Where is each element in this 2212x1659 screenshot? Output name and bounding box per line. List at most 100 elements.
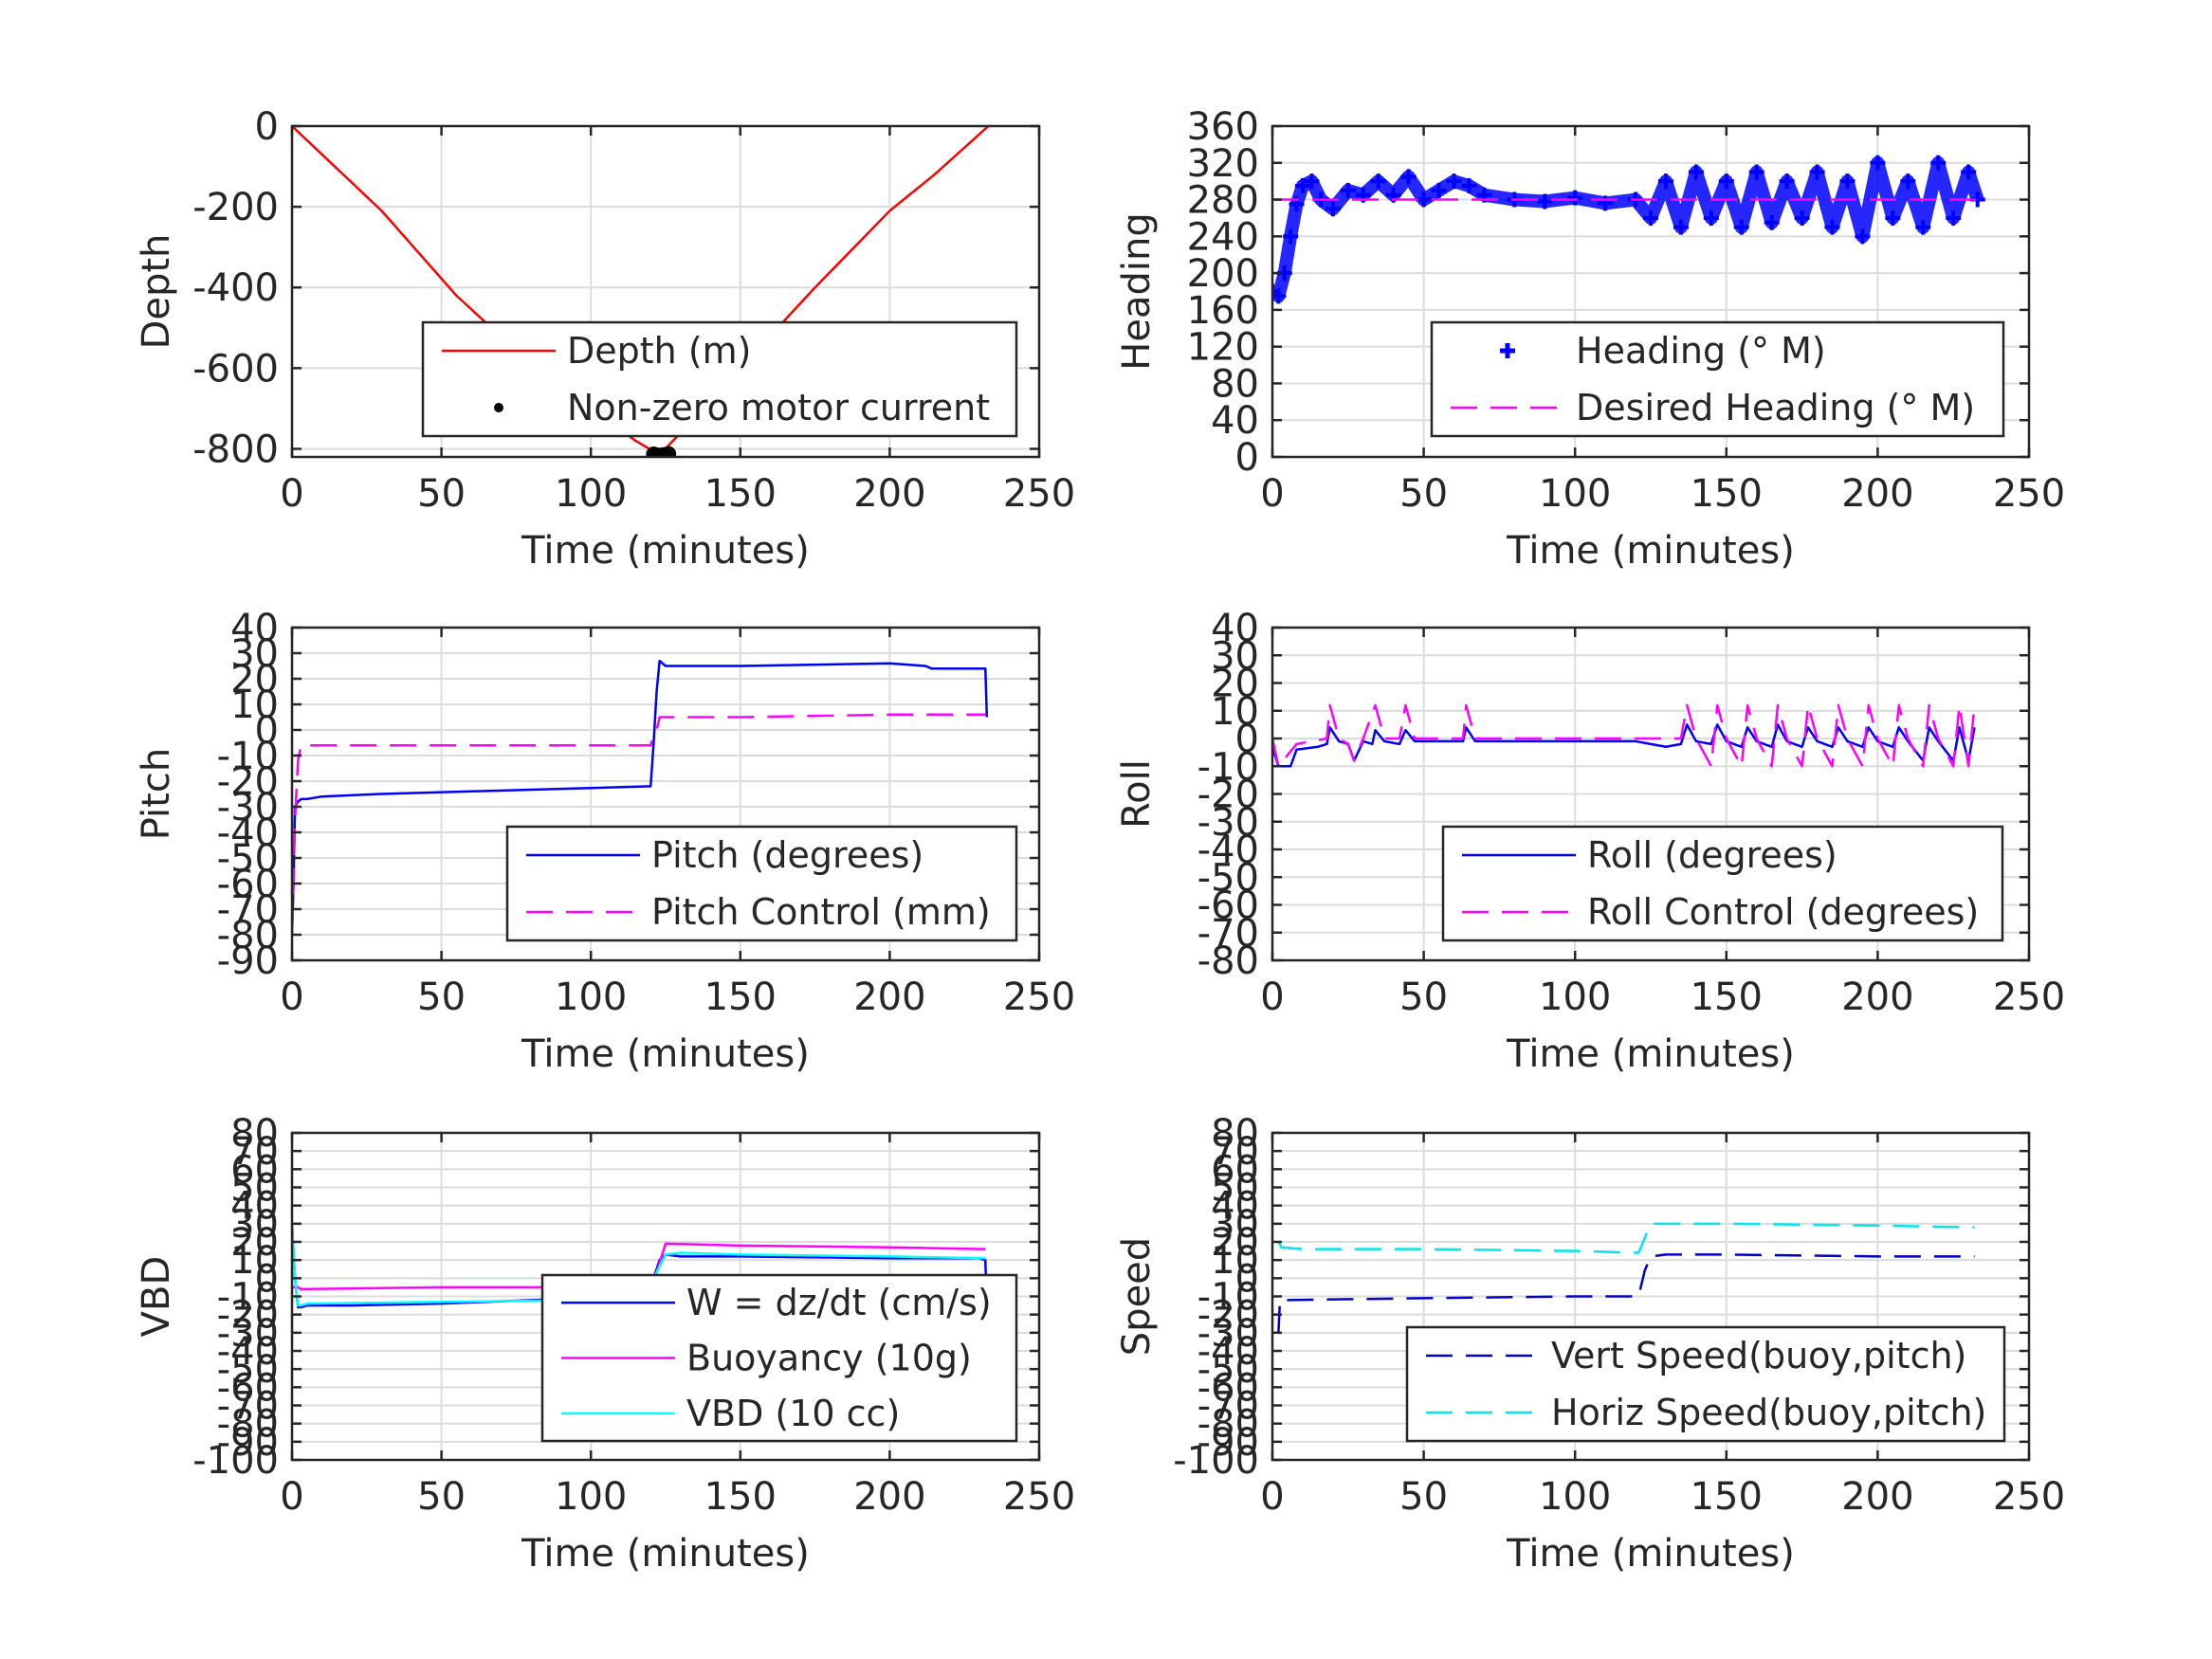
series-heading-m-point — [1431, 182, 1447, 198]
y-tick-label: 60 — [230, 1148, 279, 1192]
y-tick-label: 0 — [1235, 1257, 1259, 1301]
y-tick-label: 0 — [1235, 436, 1259, 480]
y-tick-label: -50 — [217, 1348, 279, 1392]
y-tick-label: -10 — [217, 735, 279, 778]
y-tick-label: -70 — [1197, 1385, 1259, 1429]
y-tick-label: 30 — [230, 632, 279, 676]
series-vert-speed-buoy-pitch-line — [1277, 1253, 1975, 1333]
series-horiz-speed-buoy-pitch-line — [1277, 1222, 1975, 1254]
y-tick-label: -90 — [217, 1421, 279, 1465]
y-tick-label: -800 — [192, 428, 279, 471]
panel-pitch: 0 50 100 150 200 250403020100-10-20-30-40-50-… — [135, 607, 1075, 1076]
series-heading-m-point — [1809, 164, 1825, 180]
legend-swatch — [1500, 343, 1515, 358]
x-tick-label: 150 — [1691, 975, 1763, 1019]
y-tick-label: 0 — [1235, 718, 1259, 761]
y-tick-label: -600 — [192, 347, 279, 391]
y-tick-label: 50 — [230, 1167, 279, 1211]
y-tick-label: 20 — [1211, 663, 1259, 706]
axes-box — [290, 124, 1041, 459]
y-tick-label: -100 — [1173, 1439, 1259, 1483]
y-tick-label: 200 — [1187, 252, 1259, 296]
series-roll-degrees-line — [1272, 723, 1976, 768]
series-heading-m-point — [1657, 173, 1673, 190]
legend-label: Pitch (degrees) — [651, 834, 923, 876]
y-tick-label: 40 — [1211, 399, 1259, 443]
legend-box — [1405, 1325, 2006, 1443]
y-axis-label: Roll — [1115, 759, 1159, 829]
series-heading-m-point — [1794, 210, 1810, 226]
series-heading-m-point — [1325, 201, 1341, 217]
axes-box — [290, 626, 1041, 962]
y-tick-label: -40 — [217, 811, 279, 855]
y-tick-label: 40 — [230, 607, 279, 650]
y-axis-label: Pitch — [135, 748, 178, 840]
y-tick-label: 20 — [230, 1221, 279, 1265]
y-tick-label: 0 — [255, 1257, 279, 1301]
data-layer — [292, 659, 989, 936]
legend-entry: Pitch Control (mm) — [526, 891, 991, 933]
x-tick-label: 100 — [555, 975, 627, 1019]
x-tick-label: 0 — [280, 975, 303, 1019]
series-heading-m-point — [1748, 164, 1764, 180]
legend: Heading (° M) Desired Heading (° M) — [1430, 320, 2005, 438]
y-tick-label: 40 — [1211, 1185, 1259, 1229]
data-layer — [1277, 1222, 1975, 1333]
y-tick-label: -30 — [1197, 1312, 1259, 1356]
legend-entry: Depth (m) — [442, 330, 752, 372]
y-axis-label: VBD — [135, 1256, 178, 1338]
y-tick-label: 40 — [1211, 607, 1259, 650]
x-tick-label: 200 — [853, 1475, 925, 1519]
x-axis-label: Time (minutes) — [521, 1532, 810, 1576]
y-tick-label: -20 — [1197, 1294, 1259, 1338]
series-heading-m-point — [1870, 155, 1886, 171]
x-tick-label: 50 — [1399, 975, 1448, 1019]
legend-label: Horiz Speed(buoy,pitch) — [1551, 1392, 1986, 1433]
y-tick-label: 320 — [1187, 142, 1259, 186]
x-tick-label: 50 — [1399, 1475, 1448, 1519]
y-axis-label: Depth — [135, 234, 178, 350]
data-layer — [292, 126, 990, 457]
y-tick-label: 30 — [230, 1203, 279, 1247]
x-tick-label: 100 — [555, 472, 627, 516]
legend-entry: W = dz/dt (cm/s) — [561, 1282, 992, 1323]
y-tick-label: -200 — [192, 186, 279, 229]
legend-label: Heading (° M) — [1576, 330, 1826, 372]
y-tick-label: 240 — [1187, 215, 1259, 259]
legend-label: VBD (10 cc) — [686, 1393, 900, 1434]
y-tick-label: 40 — [230, 1185, 279, 1229]
series-heading-m-point — [1567, 190, 1583, 206]
legend-entry: Heading (° M) — [1500, 330, 1826, 372]
y-tick-label: -30 — [217, 786, 279, 830]
data-layer — [1272, 703, 1976, 768]
series-heading-m-point — [1461, 178, 1477, 194]
x-tick-label: 150 — [1691, 1475, 1763, 1519]
series-heading-m-point — [1703, 210, 1719, 226]
legend-entry: Roll (degrees) — [1462, 834, 1837, 876]
series-heading-m-point — [1416, 191, 1432, 208]
x-tick-label: 250 — [1993, 472, 2065, 516]
y-tick-label: -40 — [1197, 829, 1259, 872]
y-tick-label: -80 — [1197, 939, 1259, 983]
legend-label: Non-zero motor current — [567, 387, 990, 428]
x-tick-label: 0 — [280, 472, 303, 516]
legend-label: Depth (m) — [567, 330, 752, 372]
legend-entry: Horiz Speed(buoy,pitch) — [1426, 1392, 1986, 1433]
y-tick-label: -90 — [217, 939, 279, 983]
y-tick-label: 160 — [1187, 289, 1259, 333]
x-tick-label: 250 — [1003, 975, 1075, 1019]
y-tick-label: -60 — [217, 1366, 279, 1410]
series-heading-m-point — [1824, 219, 1840, 235]
y-tick-label: -80 — [1197, 1403, 1259, 1447]
x-tick-label: 100 — [1539, 1475, 1611, 1519]
legend-swatch — [494, 403, 503, 412]
x-tick-label: 50 — [1399, 472, 1448, 516]
x-tick-label: 0 — [280, 1475, 303, 1519]
panel-heading: 0 50 100 150 200 2500408012016020024028032036… — [1115, 105, 2065, 573]
series-heading-m-point — [1885, 210, 1901, 226]
y-tick-label: -100 — [192, 1439, 279, 1483]
x-tick-label: 0 — [1260, 1475, 1284, 1519]
legend-entry: Vert Speed(buoy,pitch) — [1426, 1335, 1966, 1376]
y-tick-label: -30 — [1197, 801, 1259, 845]
x-tick-label: 250 — [1003, 472, 1075, 516]
